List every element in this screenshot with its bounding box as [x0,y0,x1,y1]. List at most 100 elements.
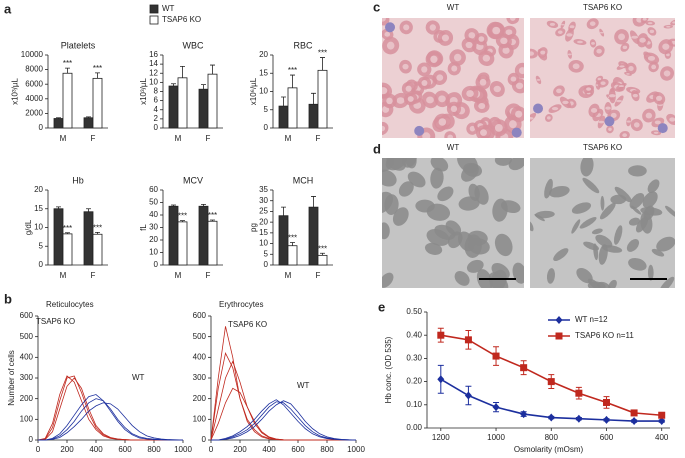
error-bar [311,196,316,208]
y-tick-label: 0.50 [406,307,422,316]
y-tick-label: 15 [259,228,268,237]
cell-center [608,127,612,131]
cell-center [666,53,670,57]
y-tick-label: 5 [264,249,269,258]
cell [424,242,443,255]
cell [445,220,462,236]
cell-center [618,85,624,88]
y-tick-label: 400 [20,352,34,361]
cell [613,225,623,245]
cell-center [632,93,638,98]
cell-center [656,95,663,101]
cell [548,185,570,198]
cell-center [509,18,516,21]
y-tick-label: 6000 [25,79,43,88]
error-bar [320,57,325,71]
cell-center [651,64,657,70]
x-tick-label: F [206,271,211,280]
cell-center [468,32,476,39]
cell [608,279,617,288]
x-tick-label: 0 [209,445,214,454]
cell-center [478,36,485,42]
y-axis-label: Hb conc. (OD 535) [384,336,393,403]
x-tick-label: F [206,134,211,143]
cell-center [590,108,598,113]
cell [600,195,605,211]
cell-center [421,80,428,86]
cell-center [469,125,476,132]
cell-center [453,53,462,62]
legend-label: TSAP6 KO [162,15,201,24]
y-tick-label: 5 [39,241,44,250]
y-tick-label: 20 [34,185,43,194]
error-bar [86,116,91,118]
cell [430,158,449,172]
error-bar [86,208,91,212]
cell-center [405,85,412,92]
y-tick-label: 30 [259,196,268,205]
y-tick-label: 0.20 [406,377,422,386]
cell-center [382,125,386,132]
legend-marker [555,316,563,324]
y-tick-label: 0.30 [406,354,422,363]
y-tick-label: 10 [259,87,268,96]
cell [382,169,397,187]
y-tick-label: 0 [264,260,269,269]
micrograph-label: WT [447,3,460,12]
cell [454,271,470,286]
series-line [38,402,184,441]
cell [628,257,647,271]
significance-label: *** [318,244,327,253]
cell [591,228,603,235]
cell-center [515,110,523,118]
x-tick-label: 600 [118,445,132,454]
bar [207,220,218,266]
legend-label: WT n=12 [575,315,608,324]
x-tick-label: 1200 [432,433,450,442]
bar [53,208,64,266]
stained-cell [414,125,425,136]
cell [659,276,675,288]
micrograph [382,158,524,288]
cell-center [403,24,410,31]
micrograph [530,18,675,138]
y-tick-label: 0.40 [406,330,422,339]
cell-center [600,81,606,86]
cell-center [382,87,388,95]
significance-label: *** [178,212,187,221]
cell [500,200,521,214]
significance-label: *** [93,223,102,232]
cell-center [631,35,639,39]
y-tick-label: 8000 [25,65,43,74]
cell [631,205,642,215]
y-axis-label: fL [139,224,148,231]
x-tick-label: 400 [262,445,276,454]
y-tick-label: 300 [20,373,34,382]
cell [437,186,454,202]
y-tick-label: 10 [149,248,158,257]
y-tick-label: 200 [193,394,207,403]
series-line [210,351,356,441]
error-bar [210,64,215,75]
error-bar [65,232,70,234]
subplot-title: WBC [183,40,204,50]
y-tick-label: 16 [149,50,158,59]
cell-center [669,117,675,122]
x-tick-label: M [175,271,182,280]
cell [571,202,592,214]
cell-center [426,96,434,104]
bar [278,105,289,129]
marker [630,409,638,417]
bar [177,221,188,266]
y-tick-label: 6 [154,96,159,105]
y-tick-label: 30 [149,223,158,232]
y-tick-label: 15 [34,204,43,213]
cell-center [596,48,602,54]
marker [547,378,555,386]
cell-center [622,133,628,138]
cell-center [626,73,630,75]
error-bar [201,84,206,90]
bar [177,77,188,129]
cell-center [502,47,510,54]
